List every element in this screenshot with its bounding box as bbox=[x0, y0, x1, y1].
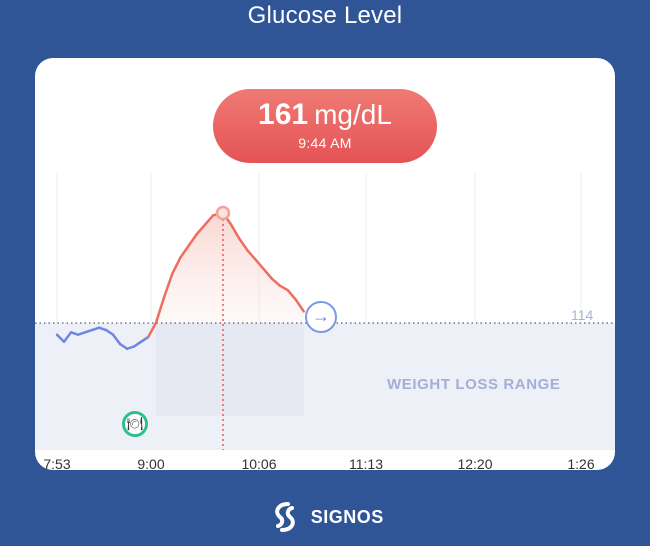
x-tick-label: 1:26 bbox=[567, 456, 595, 470]
glucose-line-segment bbox=[179, 244, 190, 259]
glucose-line-segment bbox=[154, 296, 166, 325]
range-label: WEIGHT LOSS RANGE bbox=[387, 376, 561, 393]
glucose-line-segment bbox=[294, 298, 305, 313]
threshold-value-label: 114 bbox=[571, 307, 594, 323]
glucose-value: 161 bbox=[258, 98, 309, 131]
x-tick-label: 9:00 bbox=[137, 456, 165, 470]
glucose-chart-card: 161 mg/dL 9:44 AM 114 WEIGHT LOSS RANGE 7… bbox=[35, 58, 615, 470]
reading-time: 9:44 AM bbox=[298, 135, 352, 151]
meal-icon[interactable]: 🍽 bbox=[122, 411, 148, 437]
glucose-shade-in-range bbox=[155, 323, 304, 416]
current-reading-pill: 161 mg/dL 9:44 AM bbox=[213, 89, 437, 163]
glucose-line-segment bbox=[55, 333, 66, 343]
glucose-line-segment bbox=[171, 256, 182, 276]
x-tick-label: 10:06 bbox=[241, 456, 277, 470]
glucose-line-segment bbox=[62, 331, 73, 343]
glucose-area-above-range bbox=[155, 213, 304, 323]
glucose-line-segment bbox=[229, 223, 241, 240]
glucose-line-segment bbox=[139, 335, 150, 343]
glucose-line-segment bbox=[118, 342, 129, 350]
glucose-line-segment bbox=[111, 333, 122, 346]
page-title: Glucose Level bbox=[247, 2, 403, 29]
arrow-right-icon[interactable]: → bbox=[305, 301, 337, 333]
glucose-line-segment bbox=[262, 267, 274, 280]
brand-name: SIGNOS bbox=[310, 506, 384, 527]
glucose-line-segment bbox=[254, 258, 266, 271]
glucose-line-segment bbox=[132, 340, 143, 348]
selected-point-marker[interactable] bbox=[215, 205, 231, 221]
glucose-line-segment bbox=[104, 328, 115, 336]
glucose-unit: mg/dL bbox=[314, 99, 392, 130]
glucose-line-segment bbox=[278, 284, 289, 292]
x-tick-label: 7:53 bbox=[43, 456, 71, 470]
glucose-line-segment bbox=[270, 277, 282, 287]
x-tick-label: 12:20 bbox=[457, 456, 493, 470]
glucose-line-segment bbox=[195, 223, 207, 236]
glucose-line-segment bbox=[286, 288, 297, 301]
signos-logo bbox=[275, 502, 296, 532]
x-tick-label: 11:13 bbox=[349, 456, 383, 470]
glucose-line-segment bbox=[203, 214, 215, 226]
brand-footer: SIGNOS bbox=[0, 498, 650, 542]
glucose-line-segment bbox=[238, 237, 249, 252]
glucose-chart bbox=[35, 173, 615, 450]
glucose-line-segment bbox=[187, 232, 199, 248]
glucose-line-segment bbox=[146, 321, 158, 339]
glucose-line-segment bbox=[162, 272, 174, 299]
glucose-line-segment bbox=[246, 249, 257, 262]
